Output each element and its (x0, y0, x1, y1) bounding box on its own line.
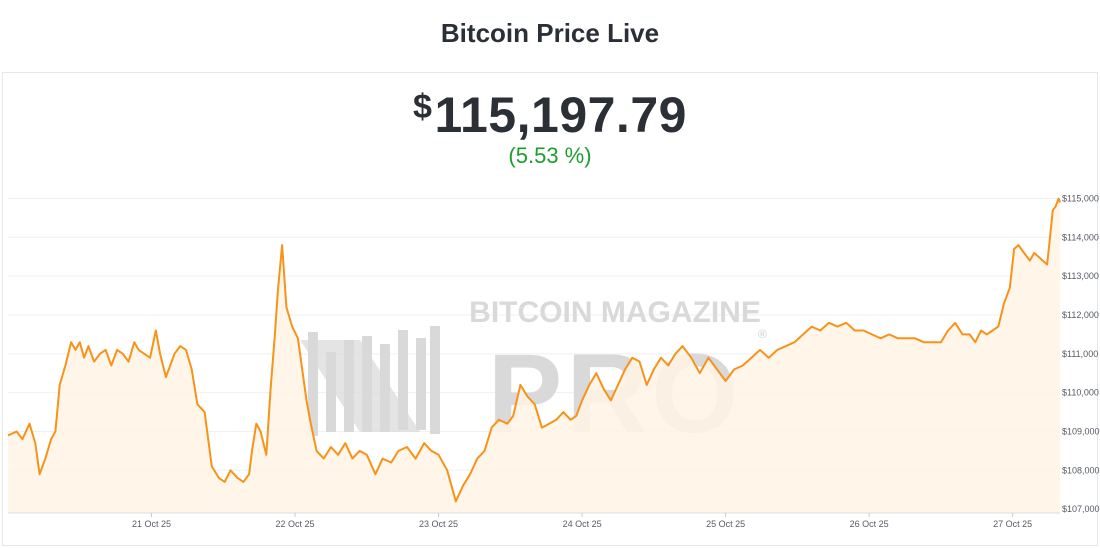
watermark-bar (326, 352, 336, 432)
watermark-bar (430, 326, 440, 434)
y-axis-ticks: $107,000 $108,000 $109,000 $110,000 $111,000… (1062, 194, 1100, 515)
current-price: $115,197.79 (0, 86, 1100, 144)
watermark-bar (416, 338, 426, 430)
y-tick-label: $112,000 (1062, 310, 1099, 320)
price-area-fill (8, 198, 1060, 513)
currency-symbol: $ (413, 88, 433, 126)
x-tick-label: 24 Oct 25 (563, 519, 602, 529)
x-axis-ticks: 21 Oct 25 22 Oct 25 23 Oct 25 24 Oct 25 25 O… (8, 512, 1060, 529)
watermark-slash (300, 340, 420, 432)
y-tick-label: $107,000 (1062, 504, 1100, 514)
watermark-bars-icon (300, 326, 440, 436)
x-tick-label: 23 Oct 25 (419, 519, 458, 529)
x-tick-label: 27 Oct 25 (993, 519, 1032, 529)
x-tick-label: 22 Oct 25 (276, 519, 315, 529)
price-line[interactable] (7, 197, 1061, 503)
page-title: Bitcoin Price Live (440, 18, 660, 48)
x-tick-label: 26 Oct 25 (850, 519, 889, 529)
watermark-bar (308, 332, 318, 436)
y-tick-label: $109,000 (1062, 426, 1100, 436)
watermark-bar (398, 330, 408, 430)
price-change-percent: (5.53 %) (508, 143, 592, 168)
y-tick-label: $114,000 (1062, 232, 1099, 242)
watermark-registered-mark: ® (758, 327, 767, 341)
y-tick-label: $108,000 (1062, 465, 1100, 475)
y-tick-label: $115,000 (1062, 194, 1099, 204)
x-tick-label: 25 Oct 25 (706, 519, 745, 529)
y-tick-label: $110,000 (1062, 388, 1099, 398)
y-tick-label: $111,000 (1062, 349, 1098, 359)
price-value: 115,197.79 (434, 87, 687, 143)
x-tick-label: 21 Oct 25 (132, 519, 171, 529)
watermark-text: BITCOIN MAGAZINE (469, 296, 761, 329)
y-tick-label: $113,000 (1062, 271, 1099, 281)
